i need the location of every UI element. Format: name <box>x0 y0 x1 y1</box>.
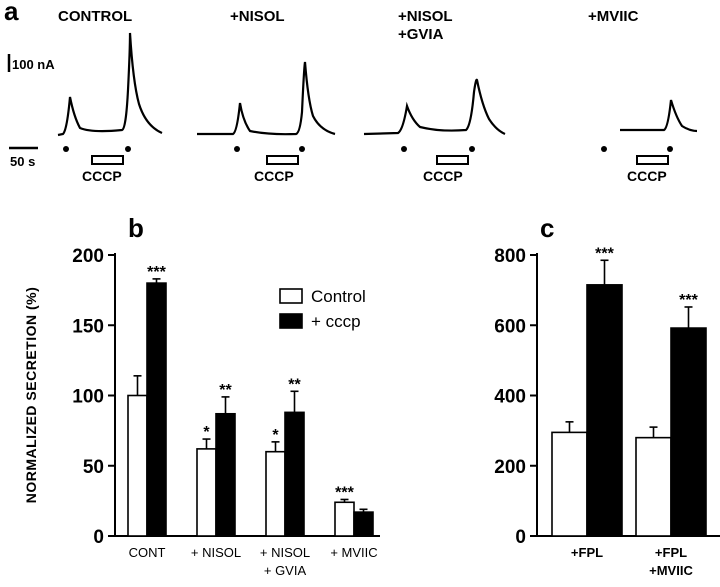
y-tick-label: 0 <box>93 527 104 548</box>
significance-marker: *** <box>595 245 614 262</box>
stimulus-label: CCCP <box>627 168 667 184</box>
bar <box>146 282 167 537</box>
significance-marker: *** <box>679 292 698 309</box>
legend-swatch <box>279 288 303 304</box>
application-dot <box>125 146 131 152</box>
bar <box>635 436 672 537</box>
cccp-application-bar <box>436 155 469 165</box>
application-dot <box>401 146 407 152</box>
y-tick-label: 400 <box>494 387 526 408</box>
significance-marker: * <box>272 427 279 444</box>
cccp-application-bar <box>91 155 124 165</box>
category-label: +MVIIC <box>649 563 693 578</box>
category-label: + NISOL <box>191 545 241 560</box>
bar <box>196 448 217 537</box>
bar-chart-c: 0 200 400 600 800 *** +FPL *** +FPL +MVIIC <box>494 245 720 578</box>
y-tick-label: 600 <box>494 316 526 337</box>
cccp-application-bar <box>266 155 299 165</box>
condition-label-mviic: +MVIIC <box>588 8 639 25</box>
stimulus-label: CCCP <box>82 168 122 184</box>
panel-a-letter: a <box>4 0 19 26</box>
significance-marker: * <box>203 424 210 441</box>
significance-marker: *** <box>335 484 354 501</box>
condition-label-nisol: +NISOL <box>230 8 285 25</box>
category-label: CONT <box>129 545 166 560</box>
stimulus-label: CCCP <box>254 168 294 184</box>
bar <box>334 501 355 537</box>
application-dot <box>63 146 69 152</box>
application-dot <box>234 146 240 152</box>
bar <box>551 431 588 537</box>
category-label: +FPL <box>655 545 687 560</box>
time-scale-label: 50 s <box>10 154 36 169</box>
y-tick-label: 200 <box>494 457 526 478</box>
panel-b-letter: b <box>128 213 144 243</box>
application-dot <box>667 146 673 152</box>
significance-marker: *** <box>147 264 166 281</box>
bar <box>586 284 623 537</box>
bar <box>353 511 374 537</box>
application-dot <box>601 146 607 152</box>
significance-marker: ** <box>288 376 301 393</box>
y-tick-label: 100 <box>72 387 104 408</box>
application-dot <box>299 146 305 152</box>
amperometric-traces <box>7 32 698 165</box>
bar <box>670 327 707 537</box>
legend-label: + cccp <box>311 312 361 331</box>
condition-label-control: CONTROL <box>58 8 133 25</box>
y-tick-label: 200 <box>72 246 104 267</box>
y-tick-label: 150 <box>72 316 104 337</box>
current-scale-label: 100 nA <box>12 57 55 72</box>
panel-c-letter: c <box>540 213 555 243</box>
application-dot <box>469 146 475 152</box>
trace-mviic <box>620 99 698 133</box>
category-label: + GVIA <box>264 563 307 578</box>
y-tick-label: 0 <box>515 527 526 548</box>
bar <box>127 394 148 537</box>
legend-label: Control <box>311 287 366 306</box>
category-label: + NISOL <box>260 545 310 560</box>
y-tick-label: 800 <box>494 246 526 267</box>
trace-control <box>57 32 163 137</box>
trace-nisol-gvia <box>363 78 506 136</box>
category-label: + MVIIC <box>330 545 377 560</box>
bar <box>215 412 236 537</box>
condition-label-nisol-gvia: +NISOL +GVIA <box>398 8 453 43</box>
stimulus-label: CCCP <box>423 168 463 184</box>
bar <box>284 411 305 537</box>
cccp-application-bar <box>636 155 669 165</box>
bar <box>265 450 286 537</box>
category-label: +FPL <box>571 545 603 560</box>
legend-swatch <box>279 313 303 329</box>
y-tick-label: 50 <box>83 457 104 478</box>
significance-marker: ** <box>219 382 232 399</box>
trace-nisol <box>197 61 336 136</box>
